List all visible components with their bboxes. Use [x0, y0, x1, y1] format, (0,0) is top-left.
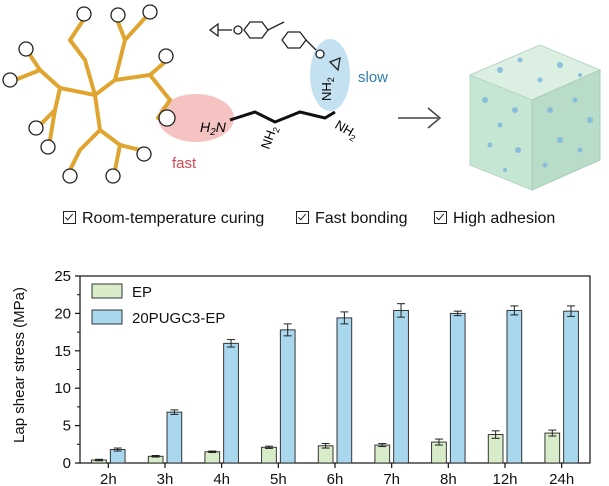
y-tick-label: 25 — [54, 268, 71, 285]
y-tick-label: 10 — [54, 380, 71, 397]
x-tick-label: 2h — [100, 471, 117, 486]
legend-label-ep: EP — [132, 284, 152, 301]
bar-ep — [261, 446, 277, 464]
feature-list: Room-temperature curing Fast bonding Hig… — [0, 210, 609, 240]
slow-label: slow — [358, 69, 388, 86]
y-tick-label: 20 — [54, 305, 71, 322]
amine-chain — [229, 110, 336, 124]
bar-20pugc3-ep — [563, 310, 579, 464]
feature-item-fast-bonding: Fast bonding — [296, 210, 408, 228]
amine-label-1: H2N — [200, 119, 227, 138]
checkbox-icon — [63, 211, 76, 224]
checkbox-icon — [434, 211, 447, 224]
plot-area: 0 5 10 15 20 25 2h 3h 4h 5h 6h 7h 8h 12h 24h EP 20PUGC3-… — [54, 268, 591, 486]
bar-20pugc3-ep — [166, 411, 183, 464]
reaction-scheme: H2N NH2 NH2 NH2 fast slow — [2, 4, 602, 191]
feature-label: Fast bonding — [315, 210, 408, 227]
feature-item-room-temp: Room-temperature curing — [63, 210, 264, 228]
legend-swatch-20pugc3-ep — [91, 309, 123, 325]
bar-20pugc3-ep — [279, 329, 296, 464]
process-arrow-icon — [398, 107, 442, 129]
lap-shear-chart: 0 5 10 15 20 25 2h 3h 4h 5h 6h 7h 8h 12h 24h EP 20PUGC3-… — [11, 268, 591, 486]
y-axis-title: Lap shear stress (MPa) — [11, 287, 28, 443]
y-tick-label: 0 — [63, 455, 71, 472]
bar-20pugc3-ep — [336, 317, 353, 464]
bar-ep — [487, 434, 504, 464]
fast-highlight — [158, 94, 234, 142]
carbonate-rings — [2, 4, 176, 184]
feature-label: High adhesion — [453, 210, 556, 227]
bar-ep — [374, 444, 391, 464]
x-tick-label: 5h — [270, 471, 287, 486]
checkbox-icon — [296, 211, 309, 224]
legend-label-20pugc3-ep: 20PUGC3-EP — [132, 310, 225, 327]
bar-ep — [544, 432, 561, 464]
x-tick-label: 24h — [549, 471, 574, 486]
x-tick-label: 4h — [213, 471, 230, 486]
composite-cube — [468, 44, 602, 191]
x-tick-label: 12h — [492, 471, 517, 486]
legend-swatch-ep — [91, 283, 123, 299]
x-tick-label: 7h — [383, 471, 400, 486]
bar-20pugc3-ep — [109, 449, 126, 464]
amine-label-4: NH2 — [332, 117, 361, 144]
bar-20pugc3-ep — [223, 342, 239, 464]
fast-label: fast — [172, 155, 197, 172]
bar-20pugc3-ep — [449, 312, 466, 464]
y-tick-label: 5 — [63, 418, 71, 435]
bar-ep — [204, 451, 221, 464]
amine-label-2: NH2 — [258, 124, 282, 152]
bar-20pugc3-ep — [393, 309, 409, 464]
x-tick-label: 8h — [440, 471, 457, 486]
y-tick-label: 15 — [54, 343, 71, 360]
epoxy-molecule — [208, 21, 341, 72]
bar-20pugc3-ep — [506, 309, 523, 464]
x-tick-label: 6h — [327, 471, 344, 486]
amine-label-3: NH2 — [319, 77, 336, 101]
feature-label: Room-temperature curing — [82, 210, 265, 227]
feature-item-high-adhesion: High adhesion — [434, 210, 555, 228]
x-tick-label: 3h — [157, 471, 174, 486]
dendrimer-molecule — [13, 16, 173, 172]
